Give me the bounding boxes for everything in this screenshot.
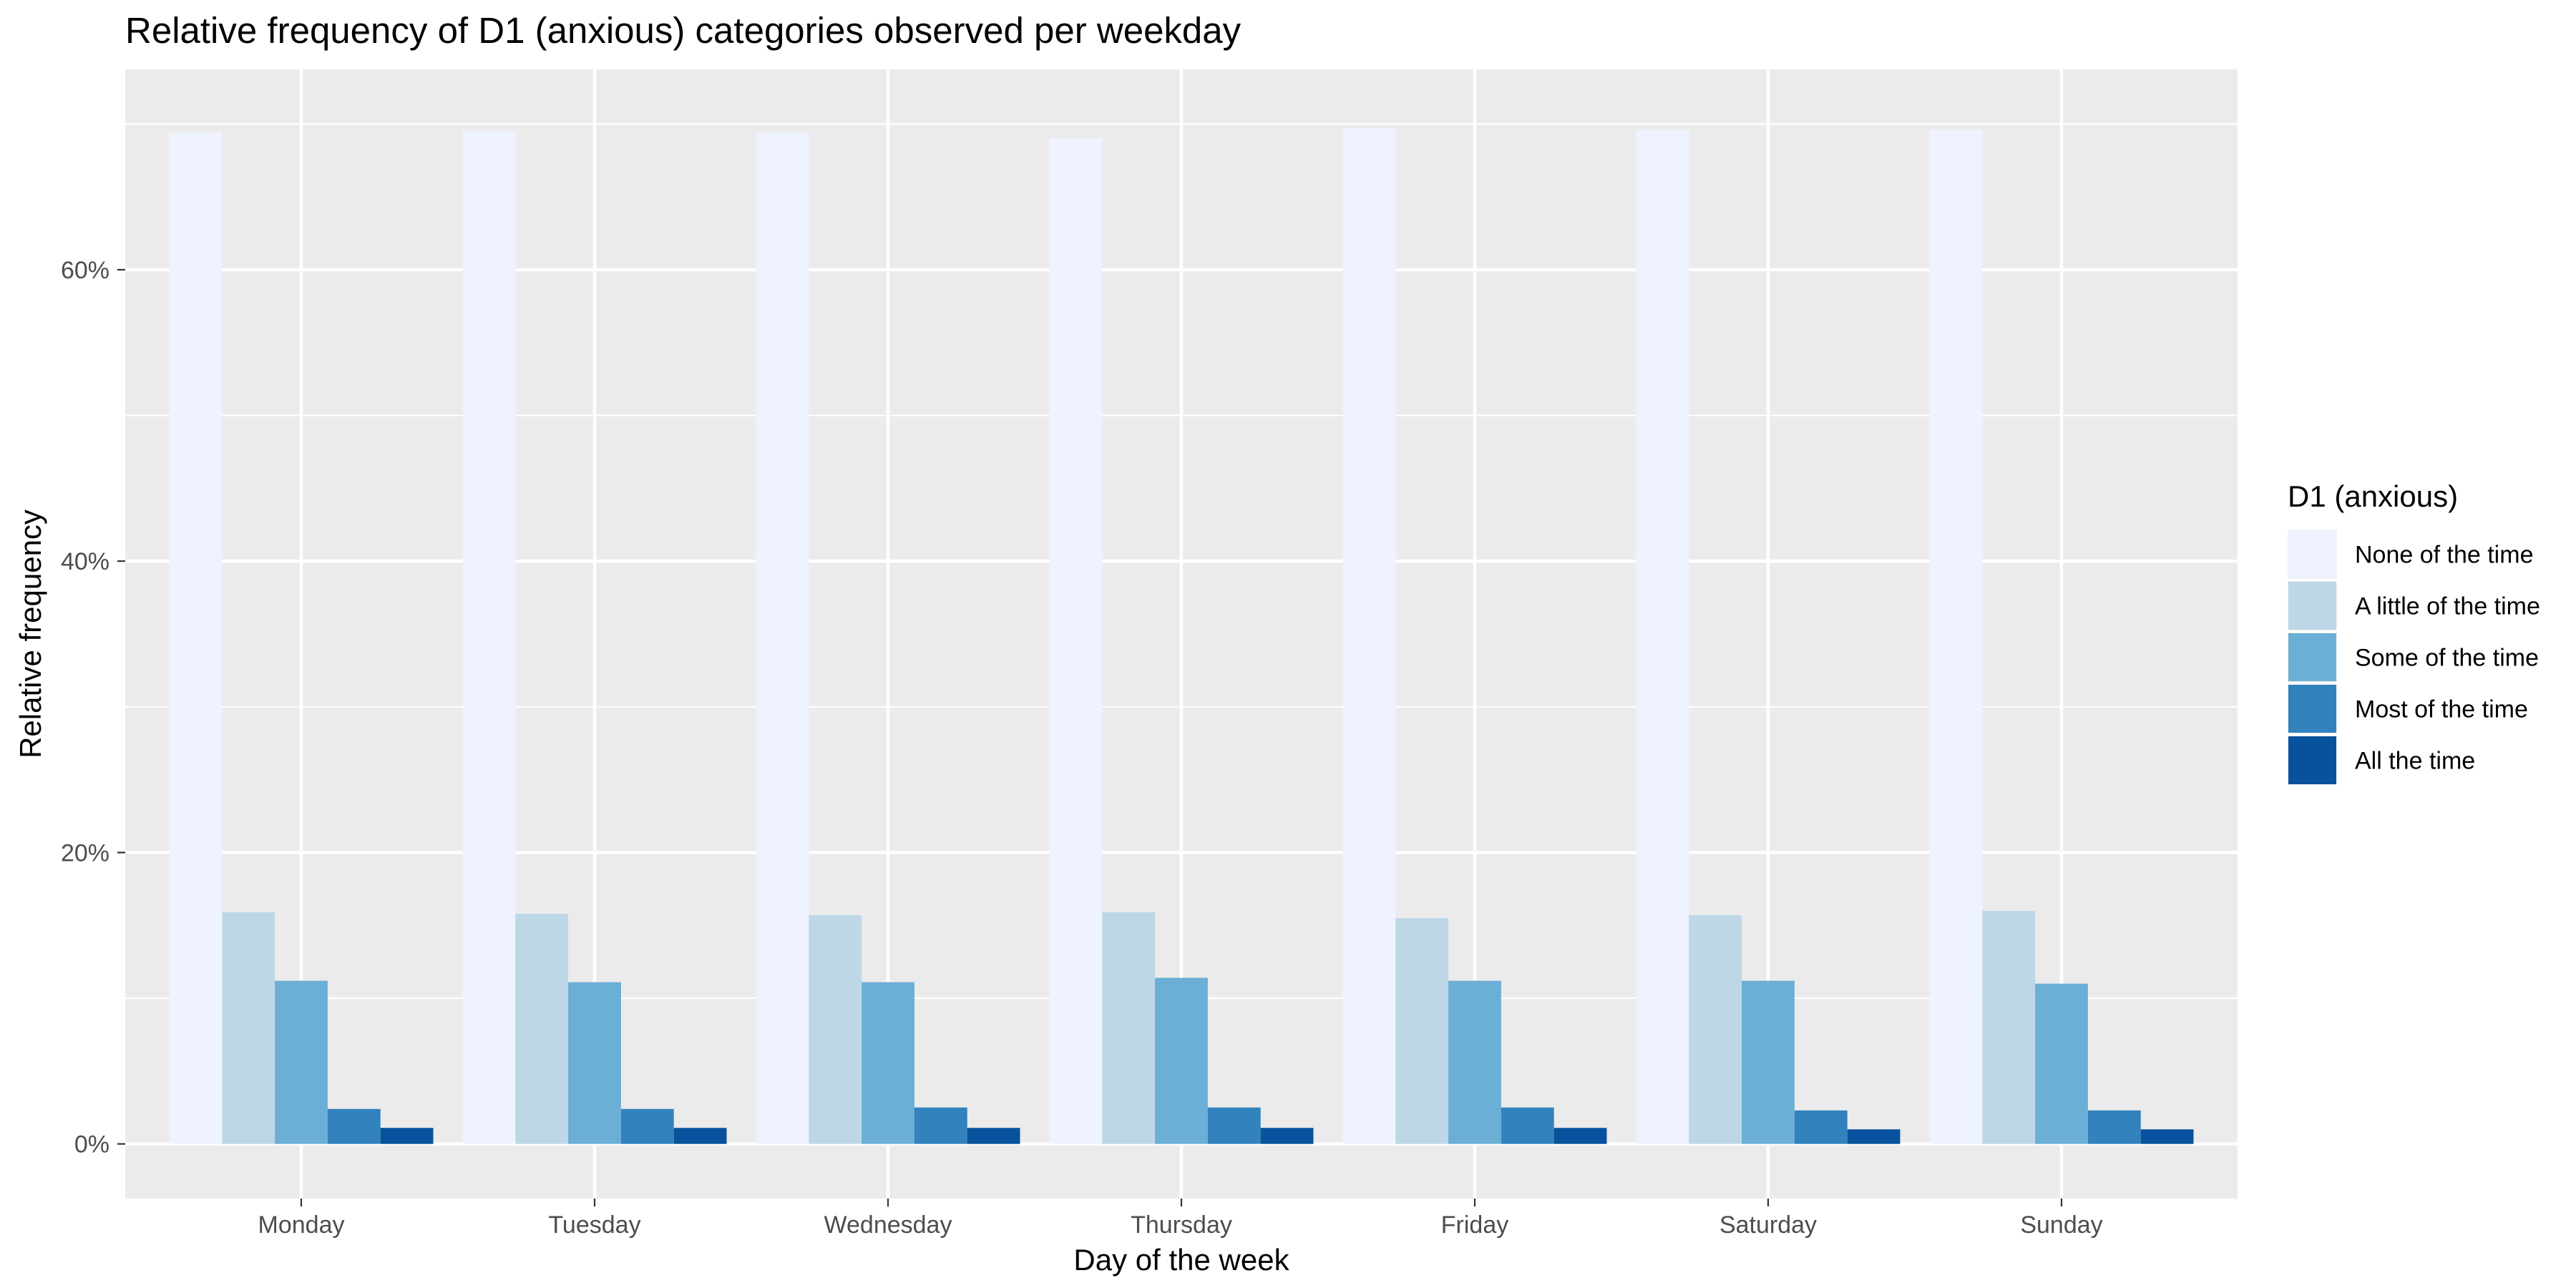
bar [673,1128,727,1144]
bar [967,1128,1020,1144]
bar [380,1128,434,1144]
bars [169,128,2194,1144]
bar [2035,983,2088,1144]
bar [1501,1107,1554,1144]
y-axis-title: Relative frequency [14,509,47,758]
bar [1260,1128,1314,1144]
x-tick-label: Saturday [1719,1211,1817,1239]
bar [1207,1107,1261,1144]
bar [515,913,569,1144]
bar [1155,977,1208,1144]
bar [1102,912,1156,1144]
bar [1448,980,1501,1144]
bar [222,912,275,1144]
bar [756,132,809,1144]
legend-label: Most of the time [2355,696,2528,723]
legend-label: All the time [2355,748,2475,775]
legend: D1 (anxious) None of the time A little of… [2288,479,2540,785]
bar [914,1107,967,1144]
bar [1342,128,1396,1144]
x-axis-title: Day of the week [1073,1243,1289,1277]
legend-swatch [2288,530,2336,578]
x-tick-label: Friday [1441,1211,1508,1239]
bar [462,131,516,1144]
legend-title: D1 (anxious) [2288,479,2458,513]
x-tick-label: Sunday [2020,1211,2102,1239]
bar [169,132,223,1144]
bar [1689,914,1742,1144]
bar [862,982,914,1144]
legend-swatch [2288,685,2336,733]
legend-label: None of the time [2355,542,2533,569]
bar [1929,130,1983,1144]
bar [1742,980,1795,1144]
legend-label: Some of the time [2355,645,2539,672]
x-tick-label: Wednesday [824,1211,952,1239]
bar [1982,910,2036,1144]
bar [2140,1129,2194,1144]
x-tick-label: Thursday [1131,1211,1232,1239]
bar [1636,130,1689,1144]
bar [568,982,621,1144]
x-tick-label: Tuesday [548,1211,640,1239]
y-tick-label: 0% [74,1131,109,1158]
bar [1049,138,1103,1144]
bar [1395,918,1449,1144]
y-tick-label: 60% [61,257,109,284]
y-axis: 0% 20% 40% 60% [61,257,125,1158]
bar [1847,1129,1901,1144]
y-tick-label: 20% [61,839,109,867]
legend-items: None of the time A little of the time Some… [2288,530,2540,785]
y-tick-label: 40% [61,548,109,575]
legend-label: A little of the time [2355,593,2540,620]
chart-title: Relative frequency of D1 (anxious) categ… [125,10,1241,51]
legend-swatch [2288,736,2336,784]
bar [275,980,328,1144]
bar [1794,1110,1848,1144]
bar [327,1108,381,1144]
bar [809,914,862,1144]
bar [620,1108,674,1144]
x-axis: Monday Tuesday Wednesday Thursday Friday Satu… [258,1199,2103,1239]
x-tick-label: Monday [258,1211,345,1239]
bar [1553,1128,1607,1144]
legend-swatch [2288,633,2336,681]
legend-swatch [2288,582,2336,630]
bar [2087,1110,2141,1144]
